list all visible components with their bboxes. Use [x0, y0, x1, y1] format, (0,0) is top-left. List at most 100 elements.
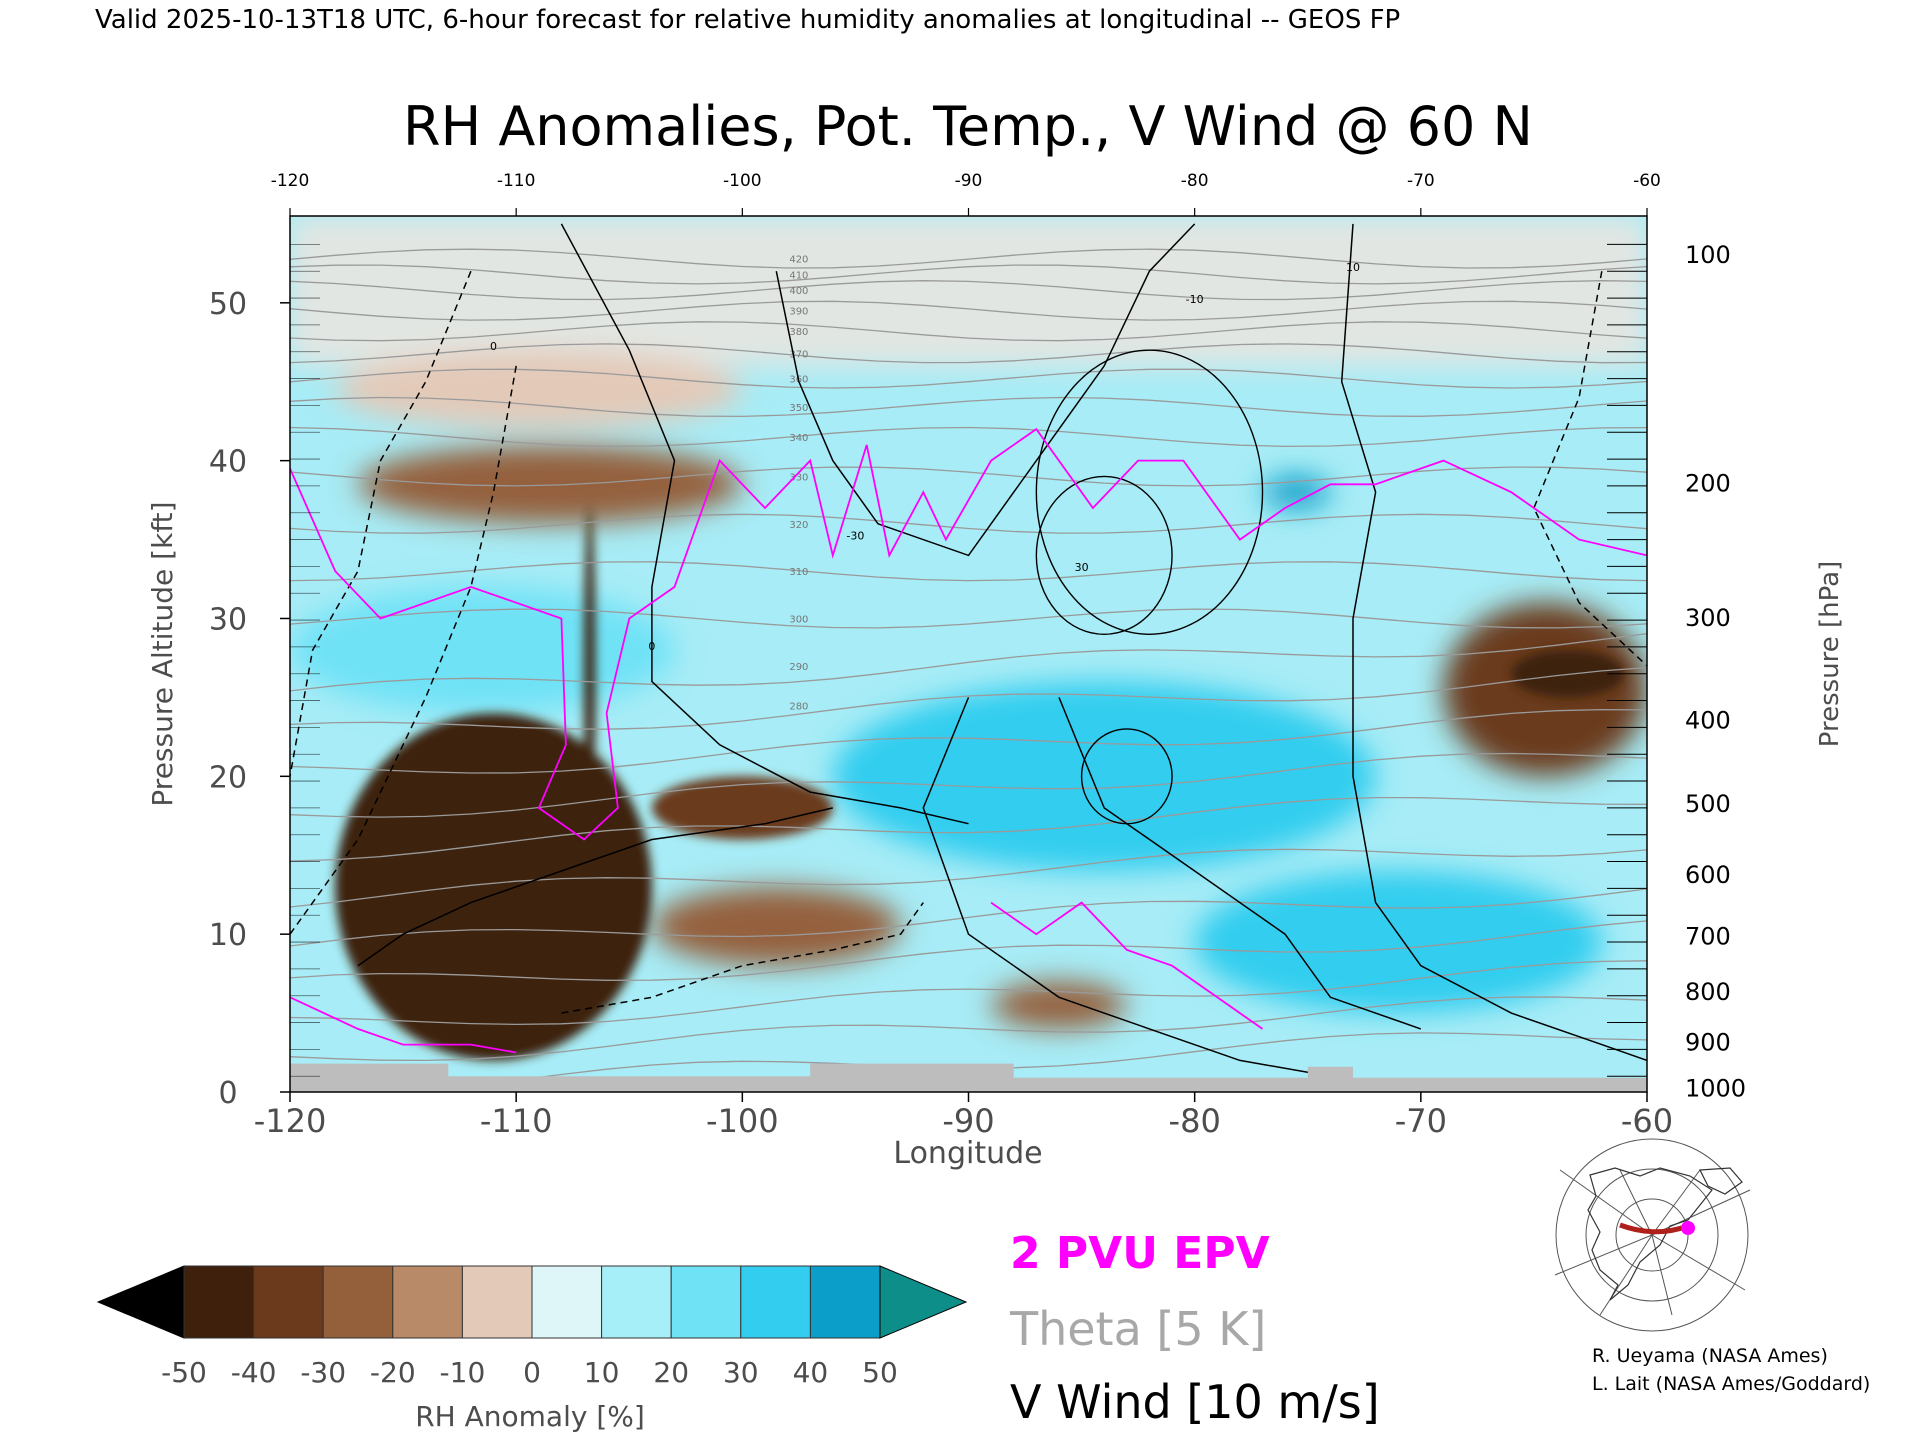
- colorbar-segment: [809, 1265, 881, 1339]
- theta-label: 320: [789, 520, 808, 531]
- vwind-contour: [1340, 223, 1647, 1062]
- vwind-contour: [290, 365, 517, 935]
- pressure-tick-label: 300: [1685, 604, 1731, 632]
- map-graticule: [1554, 1138, 1751, 1332]
- theta-label: 280: [789, 701, 808, 712]
- theta-contours: 4204104003903803703603503403303203103002…: [290, 248, 1647, 1092]
- x-tick-label: -70: [1395, 1102, 1447, 1140]
- rh-region: [335, 350, 743, 430]
- theta-contour: [290, 426, 1647, 448]
- colorbar-segment: [461, 1265, 533, 1339]
- vwind-label: 0: [648, 640, 655, 653]
- colorbar-segment: [740, 1265, 811, 1339]
- x-tick-label: -90: [942, 1102, 994, 1140]
- theta-contour: [290, 248, 1647, 269]
- vwind-contour: [357, 807, 833, 967]
- y-tick-label: 50: [209, 287, 247, 322]
- x-top-tick-label: -70: [1407, 171, 1435, 191]
- theta-label: 410: [789, 270, 808, 281]
- pv-contour: [290, 427, 1647, 841]
- pv-contour: [290, 996, 517, 1054]
- pressure-tick-label: 600: [1685, 861, 1731, 889]
- y-axis-label: Pressure Altitude [kft]: [146, 501, 179, 806]
- colorbar-tick-label: -10: [440, 1356, 486, 1389]
- x-tick-label: -110: [480, 1102, 553, 1140]
- colorbar-tick-label: 40: [793, 1356, 829, 1389]
- vwind-contour: [775, 223, 1196, 557]
- rh-region: [584, 508, 596, 840]
- vwind-contour: [1533, 271, 1647, 667]
- vwind-contour: [1058, 697, 1422, 1030]
- x-axis-label: Longitude: [893, 1136, 1042, 1171]
- theta-contour: [290, 996, 1647, 1062]
- vwind-contour: [560, 223, 969, 825]
- colorbar-segment: [253, 1265, 324, 1339]
- theta-label: 330: [789, 472, 808, 483]
- x-top-tick-label: -80: [1181, 171, 1209, 191]
- map-greenland: [1699, 1167, 1743, 1195]
- map-location-marker: [1681, 1221, 1695, 1235]
- theta-contour: [290, 888, 1647, 947]
- plot-area: 4204104003903803703603503403303203103002…: [209, 171, 1746, 1140]
- theta-label: 340: [789, 433, 808, 444]
- pressure-tick-label: 100: [1685, 241, 1731, 269]
- vwind-contour: [1035, 349, 1264, 635]
- vwind-contour: [290, 270, 472, 777]
- theta-contour: [290, 848, 1647, 908]
- colorbar-tick-label: -50: [161, 1356, 207, 1389]
- theta-contour: [290, 960, 1647, 1026]
- pressure-tick-label: 1000: [1685, 1074, 1746, 1102]
- rh-region: [1194, 871, 1602, 1014]
- y-tick-label: 20: [209, 760, 247, 795]
- colorbar-tick-label: -20: [370, 1356, 416, 1389]
- theta-label: 300: [789, 614, 808, 625]
- x-top-tick-label: -90: [955, 171, 983, 191]
- theta-contour: [290, 321, 1647, 342]
- theta-contour: [290, 796, 1647, 862]
- theta-contour: [290, 920, 1647, 981]
- vwind-label: -30: [846, 530, 864, 543]
- pressure-tick-label: 500: [1685, 790, 1731, 818]
- colorbar-label: RH Anomaly [%]: [415, 1400, 645, 1433]
- theta-label: 290: [789, 662, 808, 673]
- terrain-mask: [290, 1063, 1647, 1092]
- rh-region: [335, 713, 652, 1061]
- chart-title: RH Anomalies, Pot. Temp., V Wind @ 60 N: [403, 95, 1533, 158]
- map-inset: [1554, 1138, 1751, 1332]
- vwind-label: 30: [1075, 561, 1089, 574]
- pressure-tick-label: 400: [1685, 707, 1731, 735]
- colorbar-tick-label: -30: [300, 1356, 346, 1389]
- pressure-tick-label: 200: [1685, 470, 1731, 498]
- vwind-contours: 0 10 -10 30 -30 0: [290, 223, 1647, 1077]
- colorbar-tick-label: 50: [862, 1356, 898, 1389]
- legend-theta: Theta [5 K]: [1009, 1302, 1266, 1356]
- vwind-label: 10: [1346, 261, 1360, 274]
- theta-label: 380: [789, 327, 808, 338]
- theta-contour: [290, 513, 1647, 534]
- vwind-contour: [1035, 475, 1173, 635]
- x-top-tick-label: -110: [497, 171, 536, 191]
- rh-region: [991, 981, 1127, 1029]
- pressure-tick-label: 800: [1685, 978, 1731, 1006]
- colorbar-segment: [183, 1265, 255, 1339]
- y2-axis-label: Pressure [hPa]: [1815, 561, 1845, 748]
- y-tick-label: 0: [218, 1076, 237, 1111]
- y-tick-label: 10: [209, 918, 247, 953]
- theta-label: 310: [789, 567, 808, 578]
- theta-contour: [290, 264, 1647, 285]
- theta-label: 420: [789, 255, 808, 266]
- theta-contour: [290, 666, 1647, 730]
- colorbar-arrow-low: [96, 1265, 185, 1339]
- x-tick-label: -120: [254, 1102, 327, 1140]
- rh-region: [1262, 476, 1331, 508]
- rh-region: [651, 886, 901, 966]
- theta-label: 370: [789, 349, 808, 360]
- theta-contour: [290, 343, 1647, 364]
- vwind-label: -10: [1186, 293, 1204, 306]
- legend: 2 PVU EPV Theta [5 K] V Wind [10 m/s]: [1009, 1228, 1380, 1429]
- pv-contours: [290, 427, 1647, 1054]
- theta-contour: [290, 561, 1647, 582]
- pressure-tick-label: 700: [1685, 923, 1731, 951]
- colorbar-segment: [322, 1265, 394, 1339]
- colorbar-segment: [670, 1265, 742, 1339]
